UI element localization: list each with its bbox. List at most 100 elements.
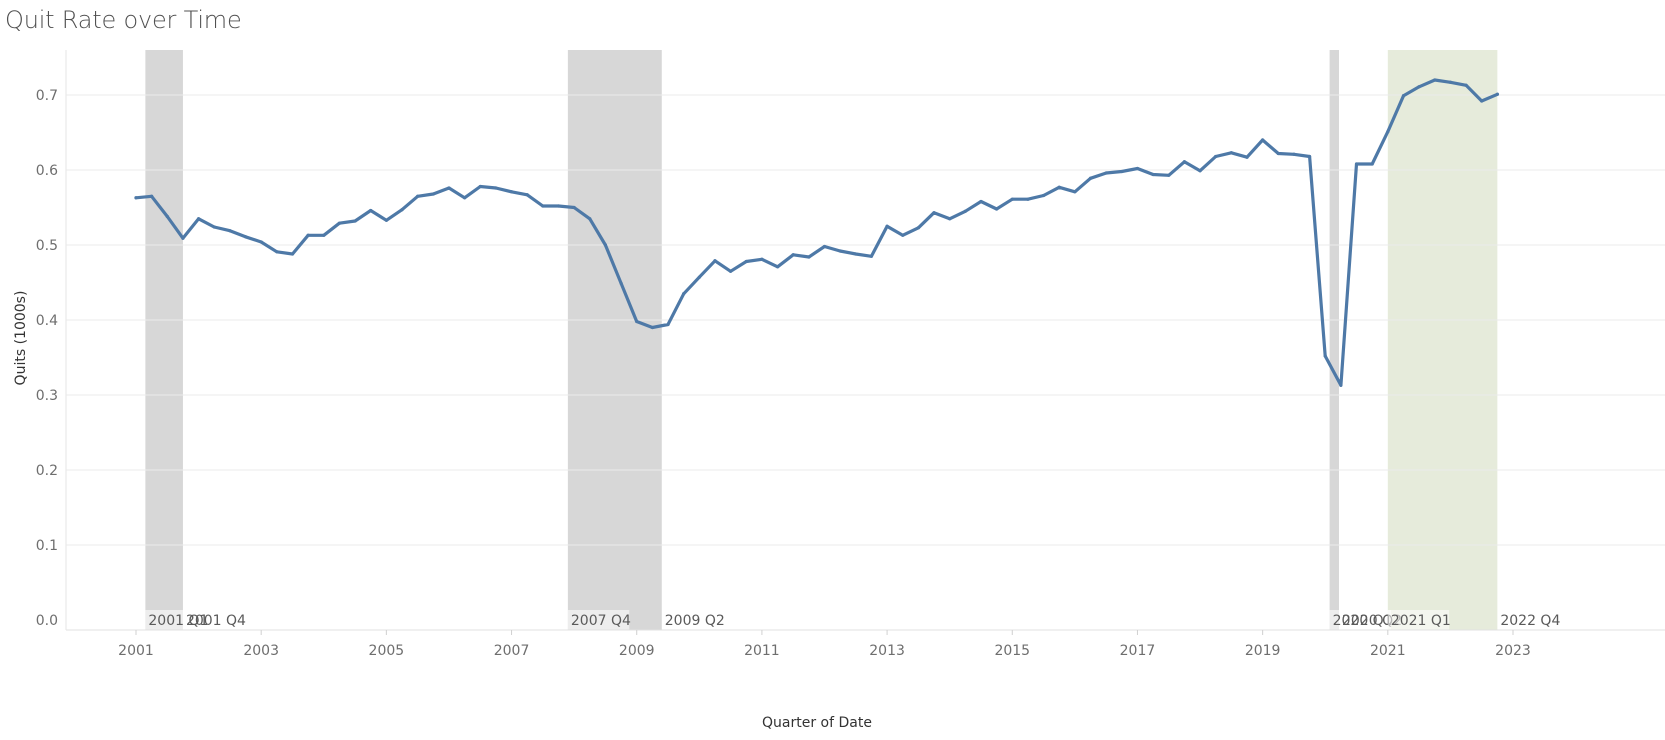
data-point	[603, 243, 608, 247]
y-tick-label-5: 0.5	[36, 238, 58, 254]
data-point	[713, 259, 717, 263]
data-point	[682, 292, 686, 296]
band-label-start-3: 2021 Q1	[1391, 613, 1451, 629]
data-point	[1480, 99, 1484, 103]
x-tick-label-8: 2017	[1120, 643, 1156, 659]
band-label-bg-3	[1387, 610, 1450, 630]
data-point	[1041, 193, 1046, 198]
data-point	[963, 209, 967, 213]
data-point	[1354, 162, 1359, 166]
x-tick-label-10: 2021	[1370, 643, 1406, 659]
band-label-start-1: 2007 Q4	[571, 613, 631, 629]
data-point	[775, 265, 780, 269]
x-tick-label-7: 2015	[994, 643, 1030, 659]
data-point	[1088, 176, 1093, 180]
data-point	[290, 252, 295, 256]
band-label-bg-2	[1329, 610, 1392, 630]
data-point	[1495, 92, 1499, 96]
band-label-bg-1	[567, 610, 630, 630]
band-label-start-2: 2020 Q1	[1333, 613, 1393, 629]
series-layer	[134, 78, 1500, 387]
y-tick-label-7: 0.7	[36, 88, 58, 104]
data-point	[181, 236, 185, 240]
data-point	[1182, 160, 1186, 164]
data-point	[650, 325, 654, 330]
data-point	[1401, 94, 1406, 98]
x-tick-label-4: 2009	[619, 643, 655, 659]
data-point	[494, 186, 498, 190]
band-3	[1387, 50, 1498, 630]
x-tick-label-2: 2005	[369, 643, 405, 659]
data-point	[572, 205, 576, 210]
y-tick-label-6: 0.6	[36, 163, 58, 179]
data-point	[431, 192, 435, 196]
data-point	[525, 193, 529, 197]
x-tick-label-11: 2023	[1495, 643, 1531, 659]
data-point	[150, 194, 154, 198]
data-point	[979, 199, 983, 204]
band-label-end-3: 2022 Q4	[1500, 613, 1560, 629]
data-point	[1307, 154, 1312, 159]
data-point	[1214, 154, 1218, 159]
data-point	[791, 253, 795, 257]
data-point	[807, 255, 811, 259]
data-point	[1151, 172, 1155, 177]
y-tick-label-0: 0.0	[36, 613, 58, 629]
data-point	[1135, 166, 1140, 171]
data-point	[541, 204, 545, 208]
data-point	[1229, 151, 1233, 155]
data-point	[1261, 138, 1265, 142]
data-point	[384, 218, 388, 222]
data-point	[1386, 130, 1390, 134]
x-tick-label-1: 2003	[243, 643, 279, 659]
data-point	[447, 186, 451, 190]
data-point	[1026, 197, 1030, 201]
data-point	[869, 254, 874, 258]
data-point	[916, 226, 920, 230]
band-0	[145, 50, 183, 630]
data-point	[1010, 197, 1014, 201]
data-point	[337, 221, 342, 225]
data-point	[1433, 78, 1437, 82]
series-line-0	[134, 78, 1500, 387]
data-point	[729, 269, 733, 273]
data-point	[744, 259, 748, 264]
data-point	[228, 229, 232, 233]
data-point	[619, 281, 623, 285]
data-point	[353, 219, 357, 223]
band-label-end-2: 2020 Q2	[1342, 613, 1402, 629]
data-point	[556, 204, 561, 208]
gridlines	[66, 94, 1665, 546]
band-label-end-1: 2009 Q2	[665, 613, 725, 629]
x-tick-label-5: 2011	[744, 643, 780, 659]
data-point	[932, 211, 936, 215]
data-point	[1292, 152, 1296, 156]
data-point	[885, 224, 889, 228]
data-point	[369, 208, 373, 213]
data-point	[1370, 162, 1374, 166]
data-point	[1245, 155, 1249, 159]
data-point	[1120, 169, 1124, 174]
band-label-start-0: 2001 Q1	[148, 613, 208, 629]
data-point	[1339, 383, 1343, 387]
data-point	[1057, 185, 1061, 189]
data-point	[760, 257, 764, 261]
data-point	[306, 233, 310, 237]
x-tick-label-9: 2019	[1245, 643, 1281, 659]
data-point	[1464, 83, 1468, 87]
data-point	[1198, 169, 1202, 173]
x-axis-ticks: 2001 2003 2005 2007 2009 2011 2013 2015 2017 2019…	[118, 630, 1531, 659]
data-point	[509, 190, 514, 194]
data-point	[1448, 80, 1453, 84]
data-point	[165, 214, 169, 219]
data-point	[995, 207, 999, 211]
x-axis-title: Quarter of Date	[762, 715, 872, 731]
band-2	[1329, 50, 1339, 630]
data-point	[697, 275, 701, 279]
y-axis-title: Quits (1000s)	[13, 291, 29, 386]
data-point	[1323, 354, 1327, 358]
x-tick-label-3: 2007	[494, 643, 530, 659]
y-tick-label-4: 0.4	[36, 313, 58, 329]
